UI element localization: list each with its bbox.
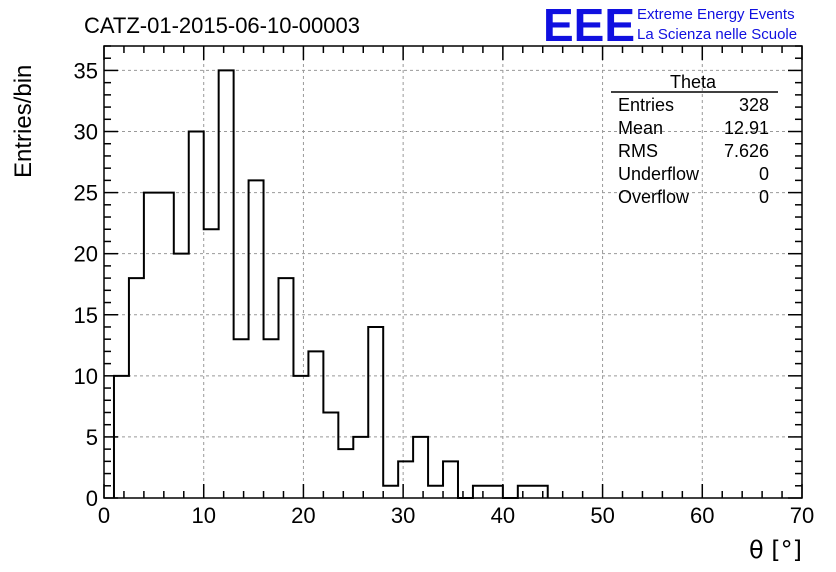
histogram-bin — [219, 70, 234, 498]
histogram-bin — [368, 327, 383, 498]
x-axis-label: θ [°] — [749, 536, 802, 564]
y-tick-label: 20 — [74, 242, 98, 267]
logo-mark: EEE — [543, 0, 635, 51]
axis-ticks — [103, 45, 803, 499]
histogram-bin — [518, 486, 533, 498]
stats-value: 0 — [759, 187, 769, 207]
histogram-bin — [159, 193, 174, 498]
y-tick-labels: 0 5 10 15 20 25 30 35 — [74, 58, 98, 511]
histogram-bin — [338, 449, 353, 498]
x-tick-label: 60 — [690, 503, 714, 528]
logo-line-1: Extreme Energy Events — [637, 6, 795, 23]
stats-label: Underflow — [618, 164, 700, 184]
x-tick-label: 20 — [291, 503, 315, 528]
stats-box: Theta Entries 328 Mean 12.91 RMS 7.626 Underfl… — [611, 72, 778, 207]
histogram-bins — [114, 70, 548, 498]
y-tick-label: 0 — [86, 486, 98, 511]
stats-label: Overflow — [618, 187, 690, 207]
x-tick-label: 50 — [590, 503, 614, 528]
histogram-outline — [112, 69, 549, 499]
stats-label: Entries — [618, 95, 674, 115]
y-tick-label: 5 — [86, 425, 98, 450]
stats-title: Theta — [670, 72, 717, 92]
y-tick-label: 30 — [74, 120, 98, 145]
histogram-bin — [383, 486, 398, 498]
x-tick-label: 10 — [191, 503, 215, 528]
run-title: CATZ-01-2015-06-10-00003 — [84, 13, 360, 38]
histogram-bin — [398, 461, 413, 498]
stats-value: 0 — [759, 164, 769, 184]
histogram-bin — [323, 412, 338, 498]
y-tick-label: 35 — [74, 58, 98, 83]
y-axis-label: Entries/bin — [10, 65, 37, 178]
stats-value: 328 — [739, 95, 769, 115]
y-tick-label: 25 — [74, 181, 98, 206]
histogram-bin — [204, 229, 219, 498]
stats-value: 7.626 — [724, 141, 769, 161]
y-tick-label: 15 — [74, 303, 98, 328]
histogram-bin — [293, 376, 308, 498]
histogram-bin — [129, 278, 144, 498]
x-tick-label: 70 — [790, 503, 814, 528]
histogram-bin — [428, 486, 443, 498]
stats-label: RMS — [618, 141, 658, 161]
x-tick-labels: 0 10 20 30 40 50 60 70 — [98, 503, 814, 528]
stats-label: Mean — [618, 118, 663, 138]
histogram-bin — [473, 486, 488, 498]
histogram-bin — [488, 486, 503, 498]
histogram-bin — [264, 339, 279, 498]
histogram-bin — [308, 351, 323, 498]
x-tick-label: 40 — [491, 503, 515, 528]
histogram-bin — [249, 180, 264, 498]
histogram-bin — [279, 278, 294, 498]
histogram-bin — [533, 486, 548, 498]
logo-line-2: La Scienza nelle Scuole — [637, 26, 797, 43]
histogram-bin — [353, 437, 368, 498]
x-tick-label: 30 — [391, 503, 415, 528]
plot-frame — [103, 45, 803, 499]
x-tick-label: 0 — [98, 503, 110, 528]
histogram-bin — [234, 339, 249, 498]
histogram-bin — [144, 193, 159, 498]
y-tick-label: 10 — [74, 364, 98, 389]
histogram-bin — [443, 461, 458, 498]
histogram-bin — [413, 437, 428, 498]
stats-value: 12.91 — [724, 118, 769, 138]
stats-rows: Entries 328 Mean 12.91 RMS 7.626 Underflow 0 Ove… — [618, 95, 769, 207]
eee-logo: EEE Extreme Energy Events La Scienza nel… — [543, 0, 797, 51]
grid-lines — [104, 46, 802, 498]
